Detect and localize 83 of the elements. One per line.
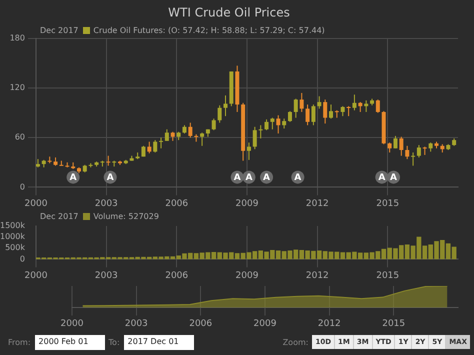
x-tick-label: 2009 [236,198,259,209]
text: Zoom: [282,338,308,346]
x-tick-label: 2012 [306,270,329,281]
candlestick [170,131,175,142]
y-tick-label: 60 [14,132,25,142]
annotation: A [294,173,302,184]
candlestick [416,144,421,158]
candlestick [405,145,410,160]
annotation: A [263,173,270,184]
candlestick [200,132,204,146]
y-tick-label: 180 [10,33,25,42]
x-tick-label: 2015 [376,270,400,281]
candlestick [411,152,416,166]
x-tick-label: 2012 [318,319,341,330]
candlestick [153,140,158,153]
x-tick-label: 2015 [376,198,400,209]
candlestick [388,142,392,153]
candlestick [288,110,292,122]
candlestick [399,136,404,156]
candlestick [317,96,322,110]
y-tick-label: 120 [10,83,25,92]
text: 2000 Feb 01 [34,334,105,350]
candlestick [164,128,169,142]
candlestick [329,104,334,120]
x-tick-label: 2012 [306,198,329,209]
annotation: A [390,173,398,184]
legend-label: Volume: 527029 [93,212,159,221]
x-tick-label: 2003 [94,198,118,209]
candlestick [212,118,216,131]
annotation: A [234,173,241,184]
candlestick [340,106,345,117]
x-tick-label: 2000 [60,319,84,330]
candlestick [246,142,251,160]
candlestick [306,104,310,126]
candlestick [188,122,192,138]
candlestick [59,160,64,166]
candlestick [311,104,316,126]
candlestick [264,118,269,131]
candlestick [276,114,280,134]
candlestick [358,102,362,112]
x-tick-label: 2003 [124,319,148,330]
annotation: A [70,173,77,184]
legend-title: Dec 2017 [40,26,78,35]
annotation: A [106,173,114,184]
candlestick [282,118,286,130]
x-tick-label: 2015 [382,319,406,330]
text: From: [8,338,31,346]
candlestick [224,94,228,117]
x-tick-label: 2006 [189,319,212,330]
y-tick-label: 1000k [0,232,26,242]
candlestick [218,104,222,124]
x-tick-label: 2000 [24,270,48,281]
y-tick-label: 0 [20,254,25,264]
x-tick-label: 2003 [94,270,118,281]
candlestick [346,106,351,117]
candlestick [159,137,164,149]
x-tick-label: 2009 [254,319,277,330]
text: 2017 Dec 01 [124,334,194,350]
chart-title: WTI Crude Oil Prices [168,5,290,20]
candlestick [428,142,433,152]
candlestick [393,135,398,149]
x-tick-label: 2006 [165,270,188,281]
x-tick-label: 2009 [236,270,259,281]
y-tick-label: 0 [20,182,25,192]
x-tick-label: 2000 [24,198,48,209]
candlestick [352,94,356,111]
legend-label: Crude Oil Futures: (O: 57.42; H: 58.88; L: 57.29; C: 57.44) [93,26,325,35]
legend-title: Dec 2017 [40,212,78,221]
annotation: A [245,173,252,184]
candlestick [294,98,298,118]
y-tick-label: 1500k [0,221,26,230]
annotation: A [378,173,386,184]
candlestick [147,141,152,154]
candlestick [323,99,328,124]
x-tick-label: 2006 [165,198,188,209]
y-tick-label: 500k [5,243,26,252]
candlestick [364,100,368,112]
candlestick [376,99,380,114]
candlestick [422,146,427,156]
text: To: [108,338,120,346]
candlestick [270,117,274,130]
candlestick [300,92,304,112]
candlestick [106,155,110,166]
